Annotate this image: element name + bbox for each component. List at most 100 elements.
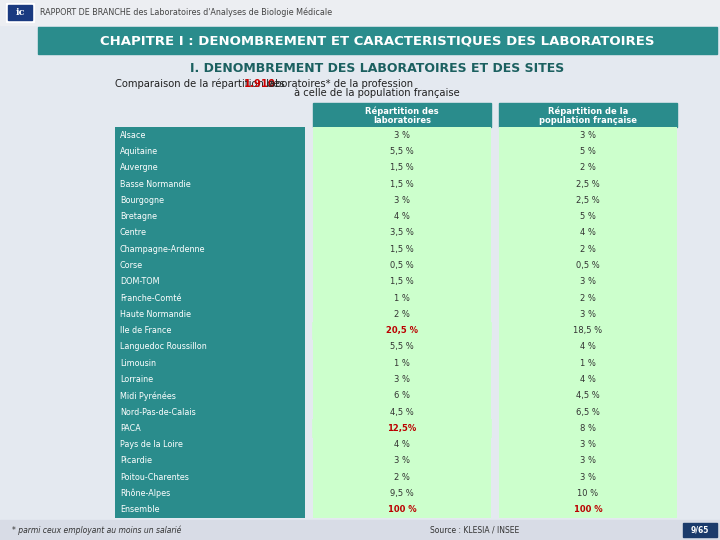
Bar	[499, 339, 677, 355]
Text: PACA: PACA	[120, 424, 140, 433]
Text: 3 %: 3 %	[580, 440, 596, 449]
Text: 5,5 %: 5,5 %	[390, 147, 414, 156]
Bar	[313, 469, 491, 485]
Text: * parmi ceux employant au moins un salarié: * parmi ceux employant au moins un salar…	[12, 525, 181, 535]
Bar	[115, 469, 305, 485]
Text: 5 %: 5 %	[580, 212, 596, 221]
Bar	[499, 453, 677, 469]
Text: 1,5 %: 1,5 %	[390, 179, 414, 188]
Text: Aquitaine: Aquitaine	[120, 147, 158, 156]
Bar	[499, 306, 677, 322]
Text: 3 %: 3 %	[394, 131, 410, 140]
Text: 0,5 %: 0,5 %	[576, 261, 600, 270]
Text: 12,5%: 12,5%	[387, 424, 417, 433]
Bar	[313, 127, 491, 143]
Bar	[499, 502, 677, 518]
Bar	[499, 436, 677, 453]
Text: I. DENOMBREMENT DES LABORATOIRES ET DES SITES: I. DENOMBREMENT DES LABORATOIRES ET DES …	[190, 62, 564, 75]
Text: Pays de la Loire: Pays de la Loire	[120, 440, 183, 449]
Bar	[499, 388, 677, 404]
Bar	[115, 160, 305, 176]
Bar	[115, 322, 305, 339]
Bar	[313, 388, 491, 404]
Text: 9,5 %: 9,5 %	[390, 489, 414, 498]
Bar	[313, 306, 491, 322]
Bar	[115, 485, 305, 502]
Bar	[499, 290, 677, 306]
Bar	[499, 225, 677, 241]
Text: Répartition des: Répartition des	[365, 106, 438, 116]
Text: Ile de France: Ile de France	[120, 326, 171, 335]
Bar	[499, 143, 677, 160]
Text: DOM-TOM: DOM-TOM	[120, 277, 160, 286]
Bar	[0, 520, 720, 540]
Text: à celle de la population française: à celle de la population française	[294, 87, 460, 98]
Text: 1 %: 1 %	[394, 294, 410, 302]
Bar	[683, 523, 717, 537]
Text: 18,5 %: 18,5 %	[573, 326, 603, 335]
Text: 3 %: 3 %	[580, 310, 596, 319]
Text: 3 %: 3 %	[394, 375, 410, 384]
Text: 3 %: 3 %	[580, 131, 596, 140]
Bar	[499, 355, 677, 372]
Text: 8 %: 8 %	[580, 424, 596, 433]
Bar	[499, 258, 677, 274]
Text: 100 %: 100 %	[387, 505, 416, 515]
Text: Répartition de la: Répartition de la	[548, 106, 628, 116]
Bar	[0, 0, 720, 25]
Bar	[313, 453, 491, 469]
Bar	[499, 160, 677, 176]
Text: 10 %: 10 %	[577, 489, 598, 498]
Bar	[115, 453, 305, 469]
Bar	[499, 103, 677, 127]
Text: Champagne-Ardenne: Champagne-Ardenne	[120, 245, 205, 254]
Text: 5 %: 5 %	[580, 147, 596, 156]
Bar	[115, 306, 305, 322]
Text: 2,5 %: 2,5 %	[576, 179, 600, 188]
Text: 2 %: 2 %	[580, 163, 596, 172]
Text: 20,5 %: 20,5 %	[386, 326, 418, 335]
Text: 6 %: 6 %	[394, 392, 410, 400]
Text: Bretagne: Bretagne	[120, 212, 157, 221]
Bar	[115, 258, 305, 274]
Bar	[115, 502, 305, 518]
Text: 4 %: 4 %	[394, 212, 410, 221]
Text: 4 %: 4 %	[580, 228, 596, 238]
Text: 1,5 %: 1,5 %	[390, 277, 414, 286]
Bar	[115, 372, 305, 388]
Bar	[6, 3, 34, 22]
Bar	[38, 27, 717, 54]
Text: 9/65: 9/65	[690, 525, 709, 535]
Text: laboratoires* de la profession: laboratoires* de la profession	[264, 79, 413, 89]
Bar	[499, 469, 677, 485]
Bar	[313, 143, 491, 160]
Bar	[313, 241, 491, 258]
Bar	[313, 404, 491, 420]
Text: population française: population française	[539, 116, 637, 125]
Bar	[313, 372, 491, 388]
Bar	[313, 258, 491, 274]
Text: 3 %: 3 %	[394, 456, 410, 465]
Text: 2,5 %: 2,5 %	[576, 196, 600, 205]
Text: 6,5 %: 6,5 %	[576, 408, 600, 416]
Text: 3 %: 3 %	[394, 196, 410, 205]
Text: 3 %: 3 %	[580, 277, 596, 286]
Text: 4,5 %: 4,5 %	[390, 408, 414, 416]
Bar	[313, 290, 491, 306]
Text: Centre: Centre	[120, 228, 147, 238]
Text: 3,5 %: 3,5 %	[390, 228, 414, 238]
Bar	[499, 274, 677, 290]
Text: Lorraine: Lorraine	[120, 375, 153, 384]
Text: Limousin: Limousin	[120, 359, 156, 368]
Bar	[313, 322, 491, 339]
Bar	[115, 225, 305, 241]
Text: Basse Normandie: Basse Normandie	[120, 179, 191, 188]
Text: 2 %: 2 %	[580, 245, 596, 254]
Text: Picardie: Picardie	[120, 456, 152, 465]
Text: 2 %: 2 %	[580, 294, 596, 302]
Text: Rhône-Alpes: Rhône-Alpes	[120, 489, 170, 498]
Bar	[499, 420, 677, 436]
Bar	[115, 241, 305, 258]
Text: 4 %: 4 %	[580, 375, 596, 384]
Bar	[115, 290, 305, 306]
